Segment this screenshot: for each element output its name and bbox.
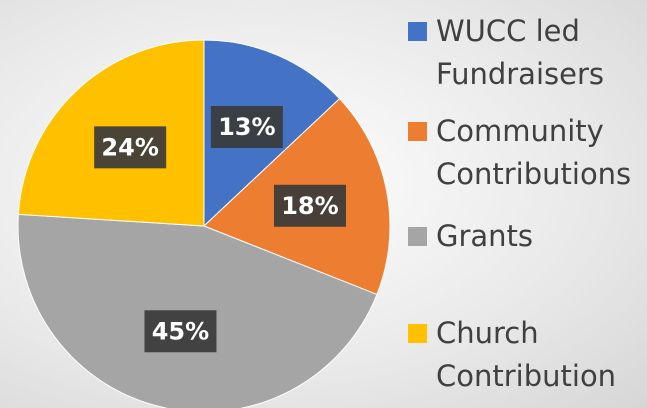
- legend-item: Community Contributions: [408, 110, 647, 196]
- legend-item: Grants: [408, 215, 647, 258]
- legend-label: Grants: [436, 219, 534, 253]
- legend-item: Church Contribution: [408, 312, 647, 398]
- data-label: 24%: [101, 133, 158, 161]
- legend-label: WUCC led Fundraisers: [436, 14, 604, 91]
- data-label-box: [210, 105, 283, 148]
- legend-swatch: [408, 22, 427, 41]
- legend-swatch: [408, 324, 427, 343]
- data-label: 45%: [152, 317, 209, 345]
- legend-label: Church Contribution: [436, 316, 617, 393]
- legend-item: WUCC led Fundraisers: [408, 10, 647, 96]
- legend-swatch: [408, 227, 427, 246]
- legend-swatch: [408, 122, 427, 141]
- data-label-box: [144, 310, 217, 353]
- data-label: 13%: [218, 113, 275, 141]
- data-label: 18%: [281, 192, 338, 220]
- data-label-box: [94, 126, 167, 169]
- legend-label: Community Contributions: [436, 114, 632, 191]
- data-label-box: [273, 184, 346, 227]
- pie-area: 13% 18% 45% 24%: [17, 39, 391, 408]
